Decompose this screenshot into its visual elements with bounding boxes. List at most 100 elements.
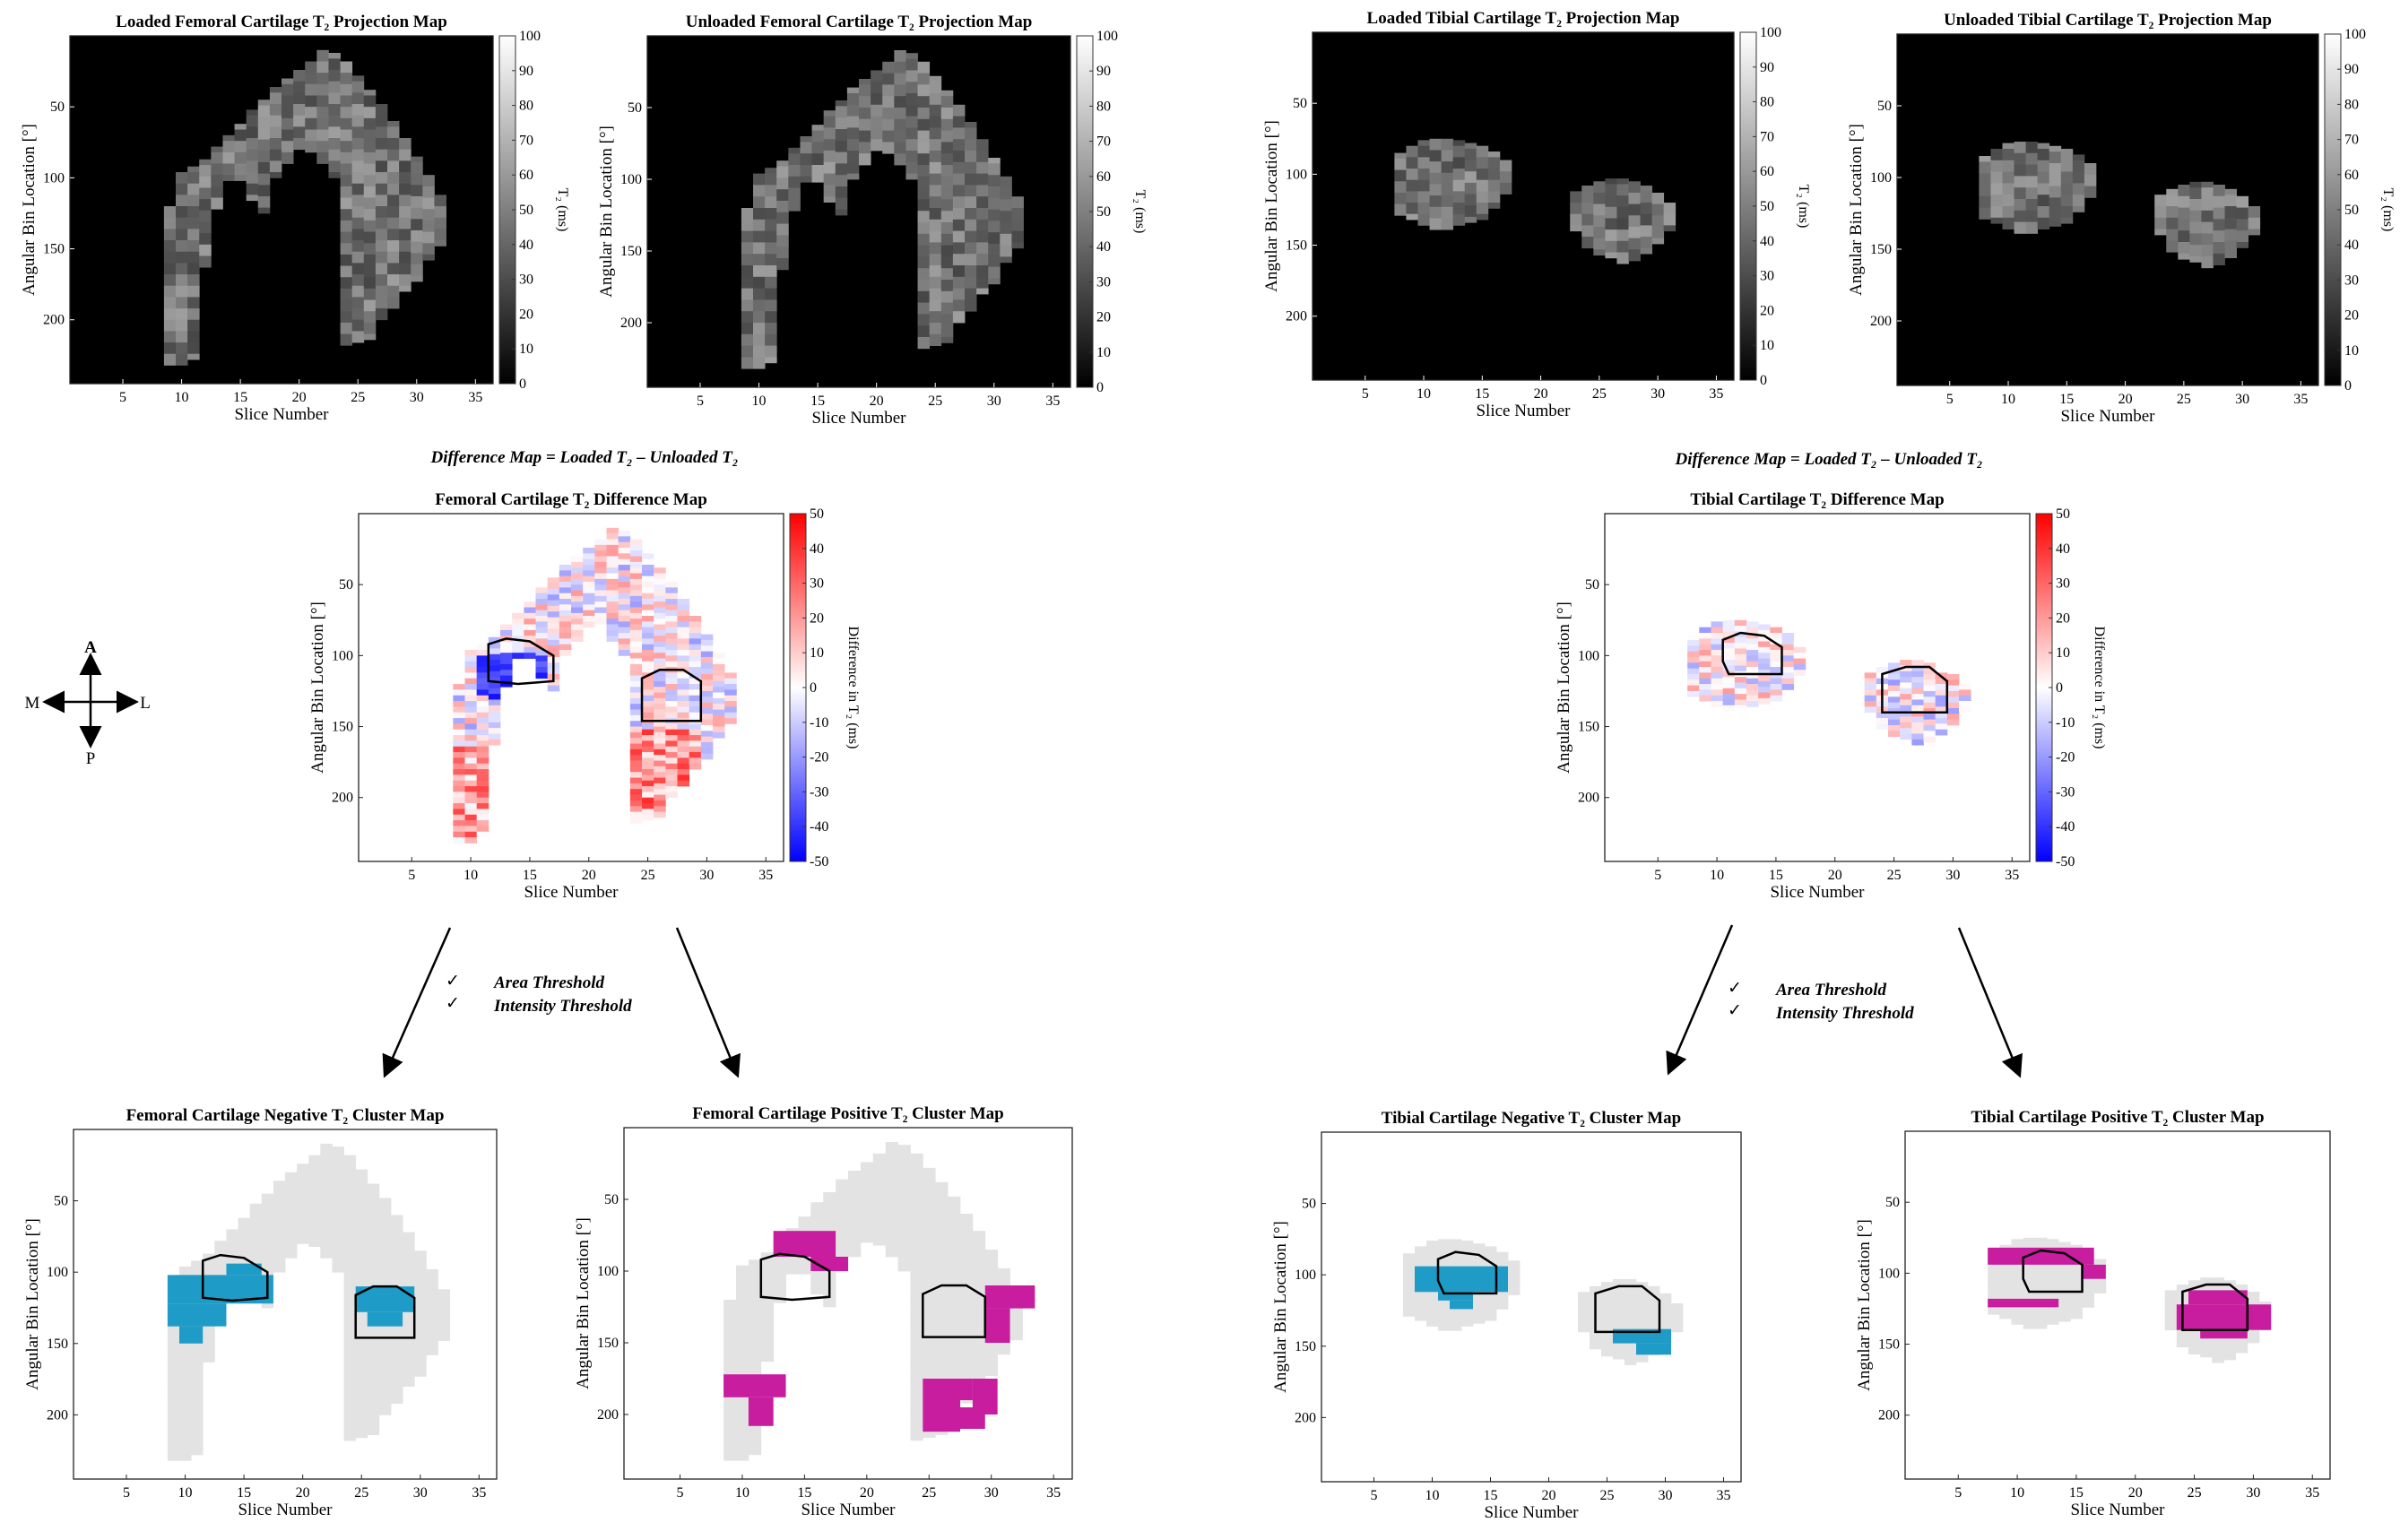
cluster-patch xyxy=(2200,1329,2248,1339)
x-tick-label: 15 xyxy=(1484,1488,1498,1503)
x-tick-label: 30 xyxy=(2235,392,2249,407)
colorbar-tick-label: 50 xyxy=(1760,199,1774,214)
x-axis-label: Slice Number xyxy=(234,405,329,424)
y-tick-label: 100 xyxy=(1286,167,1307,182)
y-tick-label: 200 xyxy=(47,1407,68,1423)
y-axis-label: Angular Bin Location [°] xyxy=(308,601,327,774)
colorbar-tick-label: 100 xyxy=(519,29,541,44)
x-tick-label: 20 xyxy=(1828,868,1842,883)
area-threshold-label: Area Threshold xyxy=(493,973,604,992)
colorbar-tick-label: 50 xyxy=(1096,204,1111,220)
colorbar-tick-label: 60 xyxy=(519,168,533,183)
colorbar-tick-label: -30 xyxy=(2056,784,2075,800)
check-icon: ✓ xyxy=(446,994,460,1013)
colorbar-tick-label: -20 xyxy=(2056,750,2075,766)
colorbar-tick-label: 30 xyxy=(1760,269,1774,284)
orientation-anterior: A xyxy=(84,638,97,657)
y-tick-label: 150 xyxy=(1878,1337,1900,1353)
y-tick-label: 50 xyxy=(54,1194,68,1209)
y-tick-label: 50 xyxy=(1877,99,1892,114)
x-tick-label: 10 xyxy=(2001,392,2015,407)
x-tick-label: 20 xyxy=(870,394,884,409)
x-tick-label: 5 xyxy=(123,1485,130,1501)
roi-outline xyxy=(759,1252,831,1302)
x-tick-label: 20 xyxy=(296,1485,310,1501)
y-tick-label: 150 xyxy=(1578,720,1599,735)
arrow-to-tibial-negative xyxy=(1666,924,1734,1076)
x-tick-label: 30 xyxy=(413,1485,428,1501)
colorbar-tick-label: 40 xyxy=(519,238,533,253)
x-tick-label: 20 xyxy=(2118,392,2133,407)
y-tick-label: 150 xyxy=(597,1336,619,1351)
cluster-patch xyxy=(1415,1266,1508,1293)
colorbar-tick-label: 10 xyxy=(2344,343,2359,359)
area-threshold-label: Area Threshold xyxy=(1775,981,1886,999)
cluster-patch xyxy=(1438,1292,1473,1301)
x-tick-label: 35 xyxy=(1045,394,1060,409)
panel-title: Femoral Cartilage T₂ Difference Map xyxy=(435,490,707,509)
panel-title: Tibial Cartilage T₂ Difference Map xyxy=(1690,490,1944,509)
colorbar-tick-label: 0 xyxy=(2056,680,2063,696)
colorbar-tick-label: 30 xyxy=(519,273,533,288)
x-tick-label: 20 xyxy=(582,868,596,883)
panel-title: Loaded Femoral Cartilage T₂ Projection M… xyxy=(116,13,447,31)
colorbar-tick-label: 10 xyxy=(1760,338,1774,353)
x-tick-label: 15 xyxy=(237,1485,251,1501)
colorbar-tick-label: -40 xyxy=(810,819,828,835)
colorbar-tick-label: -20 xyxy=(810,750,828,766)
cluster-patch xyxy=(2082,1264,2106,1279)
y-tick-label: 200 xyxy=(1286,309,1307,324)
femoral-negative-cluster-panel: 5 10 15 20 25 30 35 50 100 150 200 Slice Number Angu… xyxy=(23,1106,498,1519)
cluster-patch xyxy=(773,1231,836,1257)
x-tick-label: 30 xyxy=(1659,1488,1673,1503)
x-tick-label: 10 xyxy=(178,1485,193,1501)
x-tick-label: 15 xyxy=(2059,392,2074,407)
colorbar-tick-label: 50 xyxy=(519,203,533,218)
x-tick-label: 35 xyxy=(758,868,773,883)
roi-outline xyxy=(1436,1250,1498,1295)
x-tick-label: 30 xyxy=(410,390,424,405)
colorbar-tick-label: 20 xyxy=(519,307,533,322)
x-tick-label: 20 xyxy=(2128,1485,2143,1501)
x-axis-label: Slice Number xyxy=(1770,883,1865,902)
x-tick-label: 5 xyxy=(1954,1485,1962,1501)
colorbar-label: T₂ (ms) xyxy=(1796,185,1811,229)
x-tick-label: 15 xyxy=(1769,868,1783,883)
colorbar-tick-label: -50 xyxy=(810,854,828,869)
x-tick-label: 15 xyxy=(233,390,247,405)
x-tick-label: 35 xyxy=(468,390,482,405)
y-tick-label: 100 xyxy=(620,172,642,187)
x-tick-label: 35 xyxy=(2293,392,2308,407)
colorbar-tick-label: 20 xyxy=(1760,303,1774,318)
colorbar-tick-label: 0 xyxy=(2344,378,2352,394)
x-tick-label: 5 xyxy=(677,1485,684,1501)
cluster-patch xyxy=(1988,1298,2059,1308)
y-axis-label: Angular Bin Location [°] xyxy=(1555,601,1573,774)
cluster-patch xyxy=(367,1311,403,1327)
roi-outline xyxy=(640,668,703,722)
x-tick-label: 25 xyxy=(1600,1488,1615,1503)
colorbar-tick-label: 70 xyxy=(1096,134,1111,150)
colorbar-tick-label: 90 xyxy=(1096,64,1111,79)
tibial-negative-cluster-panel: 5 10 15 20 25 30 35 50 100 150 200 Slice Number Angu… xyxy=(1271,1109,1742,1522)
arrow-to-femoral-negative xyxy=(382,927,452,1078)
y-tick-label: 150 xyxy=(47,1337,68,1352)
panel-title: Loaded Tibial Cartilage T₂ Projection Ma… xyxy=(1367,9,1680,28)
colorbar-tick-label: 30 xyxy=(1096,274,1111,290)
femoral-positive-cluster-panel: 5 10 15 20 25 30 35 50 100 150 200 Slice Number Angu… xyxy=(574,1104,1073,1519)
cluster-patch xyxy=(167,1303,227,1327)
y-tick-label: 150 xyxy=(332,720,353,735)
x-tick-label: 10 xyxy=(735,1485,749,1501)
colorbar-tick-label: 10 xyxy=(1096,345,1111,360)
panel-title: Femoral Cartilage Positive T₂ Cluster Ma… xyxy=(692,1104,1003,1123)
colorbar-tick-label: 70 xyxy=(519,133,533,148)
x-tick-label: 15 xyxy=(810,394,825,409)
roi-outline xyxy=(1721,631,1783,676)
y-tick-label: 100 xyxy=(1878,1266,1900,1281)
cluster-patch xyxy=(810,1257,848,1271)
colorbar-tick-label: 70 xyxy=(2344,133,2359,148)
x-tick-label: 35 xyxy=(1709,386,1723,402)
